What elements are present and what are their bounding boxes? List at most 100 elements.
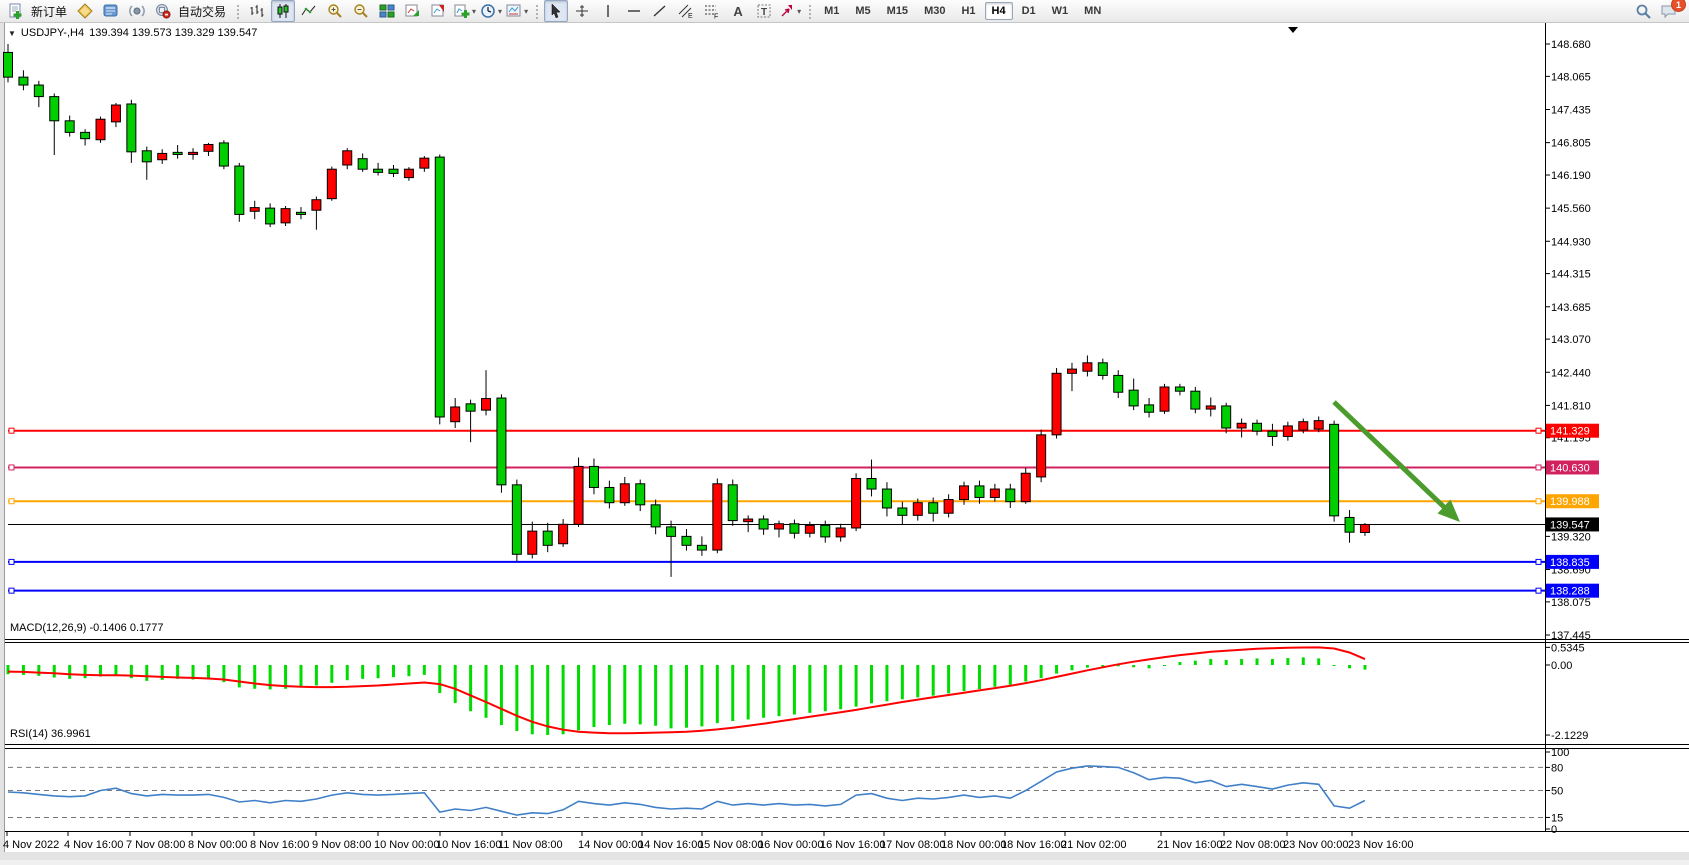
fibo-letter: F [714, 14, 718, 20]
cursor-tool-button[interactable] [544, 0, 569, 22]
search-button[interactable] [1631, 0, 1655, 22]
chart-shift-marker[interactable] [1288, 27, 1298, 33]
chart-dropdown-icon[interactable]: ▼ [8, 28, 16, 38]
timeframe-button-mn[interactable]: MN [1084, 5, 1102, 17]
vertical-line-icon [607, 5, 609, 17]
horizontal-line-tool-button[interactable] [622, 0, 646, 22]
text-tool-button[interactable]: A [726, 0, 750, 22]
zoom-out-button[interactable] [349, 0, 373, 22]
line-handle[interactable] [1535, 464, 1542, 471]
new-order-label[interactable]: 新订单 [31, 4, 68, 19]
text-label-tool-button[interactable]: T [752, 0, 776, 22]
candlestick-chart-button[interactable] [271, 0, 296, 22]
line-chart-icon [301, 5, 316, 16]
indicator-list-button[interactable] [427, 0, 451, 22]
indicator-window-button[interactable] [401, 0, 425, 22]
tile-windows-icon [379, 4, 395, 18]
horizontal-line-138.835[interactable]: 138.835 [8, 554, 1599, 569]
zoom-in-icon [328, 4, 342, 18]
time-axis[interactable]: 4 Nov 2022 4 Nov 16:00 7 Nov 08:00 8 Nov 00… [3, 832, 1413, 851]
svg-text:139.320: 139.320 [1551, 531, 1591, 543]
channel-icon: E [678, 4, 693, 19]
line-handle[interactable] [8, 587, 15, 594]
line-chart-button[interactable] [297, 0, 321, 22]
market-watch-button[interactable] [73, 0, 97, 22]
svg-text:18 Nov 00:00: 18 Nov 00:00 [941, 839, 1006, 851]
new-order-icon [9, 3, 22, 19]
toolbar-grip[interactable] [235, 3, 241, 19]
crosshair-icon [576, 5, 589, 17]
svg-text:17 Nov 08:00: 17 Nov 08:00 [880, 839, 945, 851]
horizontal-line-139.988[interactable]: 139.988 [8, 494, 1599, 509]
period-button[interactable]: ▾ [479, 0, 503, 22]
chart-window[interactable]: 148.680 148.065 147.435 146.805 146.190 145.5… [0, 22, 1689, 860]
text-tool-letter: A [733, 3, 743, 19]
signals-button[interactable] [125, 0, 149, 22]
line-handle[interactable] [8, 498, 15, 505]
line-handle[interactable] [1535, 558, 1542, 565]
line-handle[interactable] [8, 558, 15, 565]
trendline-tool-button[interactable] [648, 0, 672, 22]
template-button[interactable]: ▾ [505, 0, 529, 22]
timeframe-button-d1[interactable]: D1 [1021, 5, 1036, 17]
svg-text:4 Nov 2022: 4 Nov 2022 [3, 839, 59, 851]
vertical-line-tool-button[interactable] [596, 0, 620, 22]
timeframe-button-w1[interactable]: W1 [1051, 5, 1069, 17]
candlestick-series [3, 44, 1370, 577]
toolbar-grip[interactable] [534, 3, 540, 19]
chart-title[interactable]: ▼ USDJPY-,H4 139.394 139.573 139.329 139… [8, 27, 257, 39]
auto-trading-label[interactable]: 自动交易 [178, 4, 227, 19]
chart-symbol-period: USDJPY-,H4 [20, 27, 85, 39]
zoom-in-button[interactable] [323, 0, 347, 22]
svg-text:4 Nov 16:00: 4 Nov 16:00 [64, 839, 123, 851]
price-axis: 148.680 148.065 147.435 146.805 146.190 145.5… [1545, 39, 1591, 642]
timeframe-button-m30[interactable]: M30 [924, 5, 946, 17]
auto-trading-icon [156, 4, 171, 19]
line-handle[interactable] [1535, 587, 1542, 594]
timeframe-button-m1[interactable]: M1 [824, 5, 840, 17]
new-order-button[interactable] [4, 0, 28, 22]
svg-text:141.810: 141.810 [1551, 400, 1591, 412]
timeframe-button-h4[interactable]: H4 [984, 2, 1013, 20]
timeframe-button-m15[interactable]: M15 [886, 5, 909, 17]
search-icon [1636, 4, 1651, 19]
svg-text:21 Nov 16:00: 21 Nov 16:00 [1157, 839, 1222, 851]
line-handle[interactable] [8, 427, 15, 434]
line-handle[interactable] [8, 464, 15, 471]
toolbar-grip[interactable] [807, 3, 813, 19]
horizontal-line-140.630[interactable]: 140.630 [8, 460, 1599, 475]
equidistant-channel-tool-button[interactable]: E [674, 0, 698, 22]
svg-text:18 Nov 16:00: 18 Nov 16:00 [1001, 839, 1066, 851]
add-indicator-button[interactable]: ▾ [453, 0, 477, 22]
indicator-list-icon [431, 4, 445, 17]
svg-text:80: 80 [1551, 762, 1563, 774]
arrows-tool-icon [781, 5, 793, 17]
auto-trading-button[interactable] [151, 0, 175, 22]
notification-badge[interactable]: 1 [1671, 0, 1686, 12]
trend-arrow[interactable] [1332, 400, 1460, 522]
svg-text:14 Nov 00:00: 14 Nov 00:00 [578, 839, 643, 851]
fibonacci-tool-button[interactable]: F [700, 0, 724, 22]
svg-text:11 Nov 08:00: 11 Nov 08:00 [498, 839, 563, 851]
notifications-button[interactable]: 1 [1657, 0, 1686, 22]
tile-windows-button[interactable] [375, 0, 399, 22]
timeframe-bar: M1 M5 M15 M30 H1 H4 D1 W1 MN [816, 2, 1109, 20]
svg-text:143.070: 143.070 [1551, 334, 1591, 346]
macd-panel: 0.5345 0.00 -2.1229 [6, 642, 1588, 742]
arrows-tool-button[interactable]: ▾ [778, 0, 802, 22]
line-handle[interactable] [1535, 498, 1542, 505]
crosshair-tool-button[interactable] [570, 0, 594, 22]
bar-chart-button[interactable] [245, 0, 269, 22]
line-handle[interactable] [1535, 427, 1542, 434]
chart-area[interactable]: 148.680 148.065 147.435 146.805 146.190 145.5… [0, 22, 1689, 860]
svg-text:138.835: 138.835 [1550, 557, 1590, 569]
template-icon [506, 4, 521, 17]
horizontal-line-138.288[interactable]: 138.288 [8, 583, 1599, 598]
price-label-box [1546, 583, 1599, 598]
timeframe-button-h1[interactable]: H1 [961, 5, 976, 17]
terminal-button[interactable] [99, 0, 123, 22]
arrow-head [1437, 499, 1460, 522]
svg-text:16 Nov 16:00: 16 Nov 16:00 [820, 839, 885, 851]
svg-text:16 Nov 00:00: 16 Nov 00:00 [758, 839, 823, 851]
timeframe-button-m5[interactable]: M5 [855, 5, 871, 17]
